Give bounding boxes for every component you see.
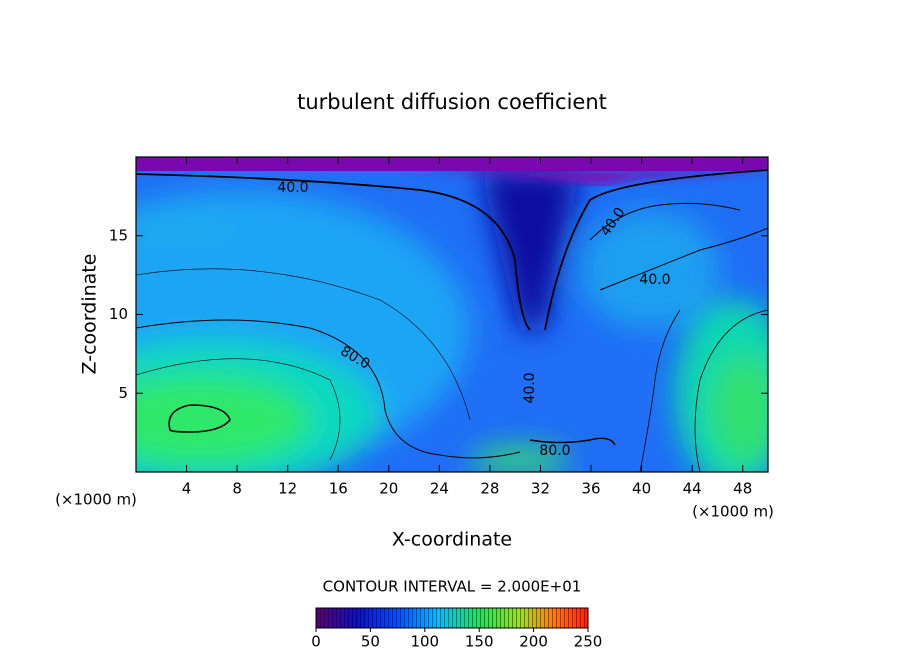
- x-tick-label: 16: [329, 480, 348, 498]
- contour-label: 40.0: [639, 272, 670, 288]
- x-unit-label: (×1000 m): [55, 491, 137, 509]
- x-tick-label: 4: [182, 480, 192, 498]
- colorbar-tick-label: 200: [519, 633, 548, 651]
- x-tick-label: 20: [379, 480, 398, 498]
- x-tick-label: 12: [278, 480, 297, 498]
- x-tick-label: 8: [232, 480, 242, 498]
- colorbar-tick-label: 250: [574, 633, 603, 651]
- colorbar-frame: [315, 607, 589, 629]
- colorbar-stripes: [316, 608, 588, 628]
- y-tick-label: 15: [109, 226, 128, 244]
- x-tick-label: 48: [733, 480, 752, 498]
- colorbar-tick-label: 50: [361, 633, 380, 651]
- x-tick-label: 36: [581, 480, 600, 498]
- colorbar-tick-label: 0: [311, 633, 321, 651]
- x-axis-label: X-coordinate: [392, 529, 512, 551]
- y-axis-label: Z-coordinate: [79, 254, 101, 375]
- chart-title: turbulent diffusion coefficient: [297, 90, 607, 114]
- x-tick-label: 24: [430, 480, 449, 498]
- x-tick-label: 28: [480, 480, 499, 498]
- x-tick-label: 32: [531, 480, 550, 498]
- contour-label: 40.0: [277, 180, 308, 196]
- field: [136, 157, 768, 472]
- colorbar-tick-label: 100: [410, 633, 439, 651]
- colorbar-tick-label: 150: [465, 633, 494, 651]
- contour-label: 40.0: [522, 372, 538, 403]
- contour-label: 80.0: [539, 443, 570, 459]
- y-tick-label: 5: [118, 384, 128, 402]
- x-tick-label: 40: [632, 480, 651, 498]
- x-unit-label: (×1000 m): [692, 503, 774, 521]
- contour-interval: CONTOUR INTERVAL = 2.000E+01: [323, 578, 582, 596]
- x-tick-label: 44: [683, 480, 702, 498]
- y-tick-label: 10: [109, 305, 128, 323]
